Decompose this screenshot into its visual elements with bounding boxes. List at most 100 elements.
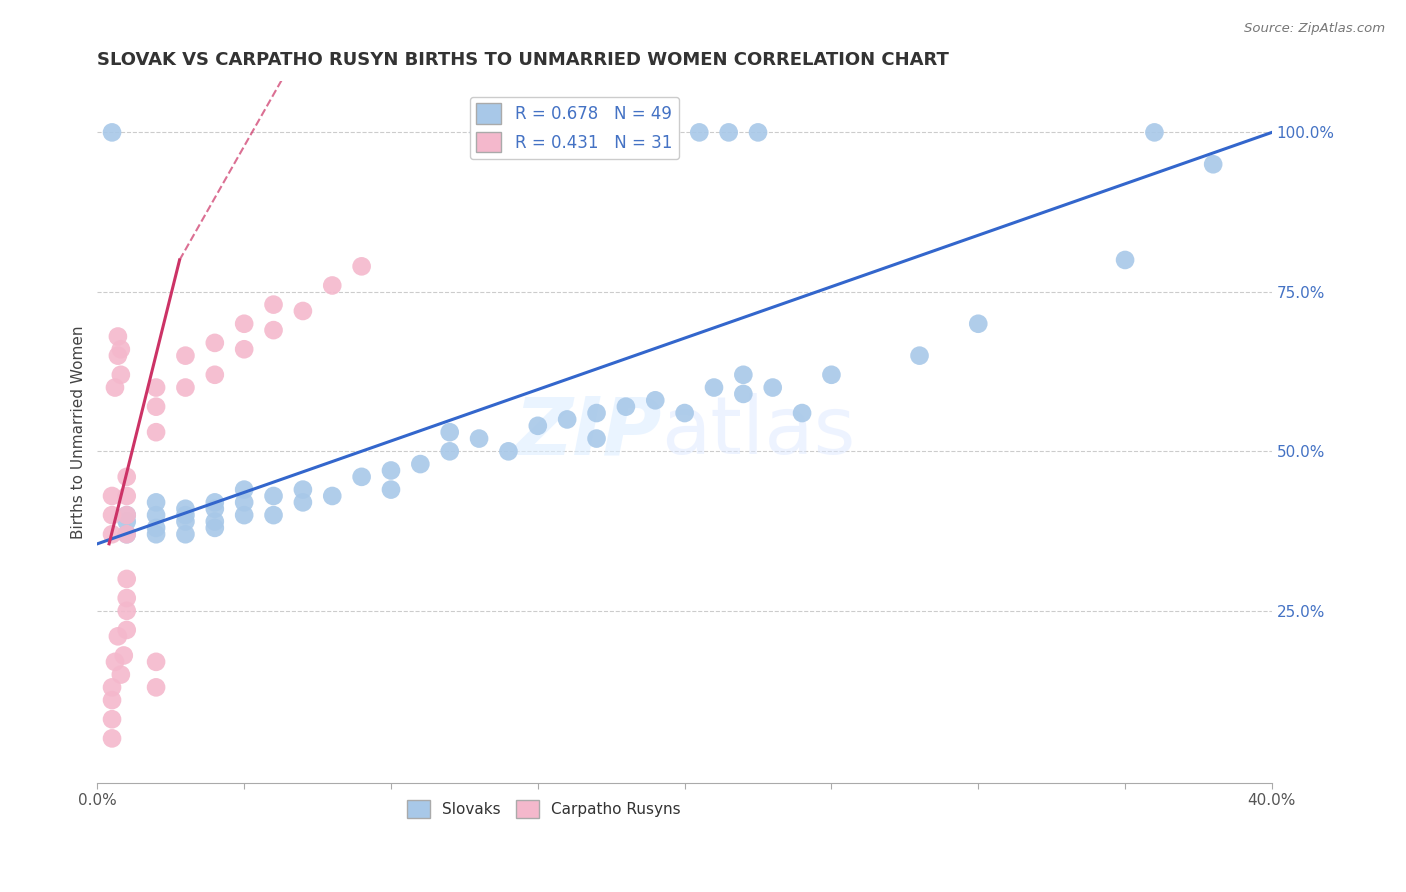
Point xyxy=(762,380,785,394)
Point xyxy=(145,425,167,440)
Point xyxy=(600,125,623,139)
Point xyxy=(115,508,138,522)
Point xyxy=(145,508,167,522)
Point xyxy=(115,623,138,637)
Point xyxy=(747,125,769,139)
Text: atlas: atlas xyxy=(661,393,855,471)
Point xyxy=(350,470,373,484)
Point xyxy=(498,444,520,458)
Point xyxy=(468,125,491,139)
Point xyxy=(204,521,226,535)
Point xyxy=(688,125,710,139)
Point xyxy=(630,125,652,139)
Point xyxy=(439,425,461,440)
Point xyxy=(233,508,256,522)
Point xyxy=(145,380,167,394)
Point xyxy=(115,527,138,541)
Point xyxy=(174,501,197,516)
Point xyxy=(174,515,197,529)
Point xyxy=(115,604,138,618)
Point xyxy=(541,125,564,139)
Point xyxy=(673,406,696,420)
Point xyxy=(703,380,725,394)
Point xyxy=(101,527,124,541)
Point xyxy=(820,368,842,382)
Point xyxy=(115,489,138,503)
Point xyxy=(585,406,607,420)
Point xyxy=(263,323,285,337)
Point xyxy=(350,260,373,274)
Point xyxy=(263,297,285,311)
Text: Source: ZipAtlas.com: Source: ZipAtlas.com xyxy=(1244,22,1385,36)
Point xyxy=(1202,157,1225,171)
Point xyxy=(614,400,637,414)
Point xyxy=(115,470,138,484)
Point xyxy=(110,343,132,357)
Point xyxy=(204,495,226,509)
Point xyxy=(107,329,129,343)
Point xyxy=(110,368,132,382)
Point xyxy=(115,527,138,541)
Point xyxy=(174,349,197,363)
Point xyxy=(145,400,167,414)
Point xyxy=(233,495,256,509)
Point xyxy=(790,406,813,420)
Point xyxy=(468,432,491,446)
Point xyxy=(409,457,432,471)
Point xyxy=(174,380,197,394)
Point xyxy=(104,380,127,394)
Point xyxy=(439,444,461,458)
Point xyxy=(263,489,285,503)
Point xyxy=(145,655,167,669)
Point xyxy=(145,521,167,535)
Point xyxy=(107,629,129,643)
Point xyxy=(101,489,124,503)
Point xyxy=(233,343,256,357)
Point xyxy=(733,387,755,401)
Point xyxy=(112,648,135,663)
Point xyxy=(291,483,314,497)
Point xyxy=(733,368,755,382)
Point xyxy=(204,368,226,382)
Point xyxy=(555,412,578,426)
Point xyxy=(291,304,314,318)
Point xyxy=(115,591,138,605)
Point xyxy=(233,317,256,331)
Text: SLOVAK VS CARPATHO RUSYN BIRTHS TO UNMARRIED WOMEN CORRELATION CHART: SLOVAK VS CARPATHO RUSYN BIRTHS TO UNMAR… xyxy=(97,51,949,69)
Point xyxy=(644,393,666,408)
Point xyxy=(1143,125,1166,139)
Point xyxy=(145,527,167,541)
Point xyxy=(101,731,124,746)
Point xyxy=(115,572,138,586)
Point xyxy=(527,418,550,433)
Point xyxy=(145,681,167,695)
Point xyxy=(115,508,138,522)
Y-axis label: Births to Unmarried Women: Births to Unmarried Women xyxy=(72,326,86,539)
Point xyxy=(174,527,197,541)
Point xyxy=(101,693,124,707)
Point xyxy=(110,667,132,681)
Point xyxy=(115,515,138,529)
Point xyxy=(145,495,167,509)
Point xyxy=(380,483,402,497)
Point xyxy=(204,501,226,516)
Point xyxy=(174,508,197,522)
Point xyxy=(107,349,129,363)
Point xyxy=(233,483,256,497)
Point xyxy=(585,432,607,446)
Point xyxy=(967,317,990,331)
Point xyxy=(321,278,343,293)
Point xyxy=(104,655,127,669)
Point xyxy=(204,515,226,529)
Point xyxy=(101,125,124,139)
Point xyxy=(571,125,593,139)
Point xyxy=(101,712,124,726)
Point xyxy=(717,125,740,139)
Point xyxy=(291,495,314,509)
Point xyxy=(658,125,681,139)
Point xyxy=(321,489,343,503)
Text: ZIP: ZIP xyxy=(513,393,661,471)
Legend: Slovaks, Carpatho Rusyns: Slovaks, Carpatho Rusyns xyxy=(401,794,686,824)
Point xyxy=(1114,252,1136,267)
Point xyxy=(101,508,124,522)
